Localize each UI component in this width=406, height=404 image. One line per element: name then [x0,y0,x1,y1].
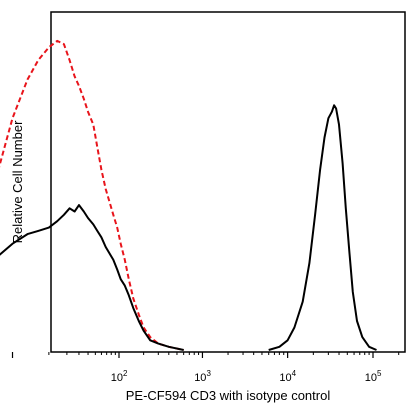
y-axis-title: Relative Cell Number [10,120,25,243]
series-line-1 [0,39,184,351]
x-tick-label: 105 [365,369,382,384]
series-line-3 [268,104,377,351]
series-layer [0,39,377,351]
x-axis-title: PE-CF594 CD3 with isotype control [126,388,331,403]
series-line-2 [0,204,184,351]
x-tick-label: 103 [194,369,211,384]
x-tick-label: 102 [111,369,128,384]
x-axis-ticks: -102-101102103104105 [11,352,400,384]
x-tick-label: 104 [279,369,296,384]
